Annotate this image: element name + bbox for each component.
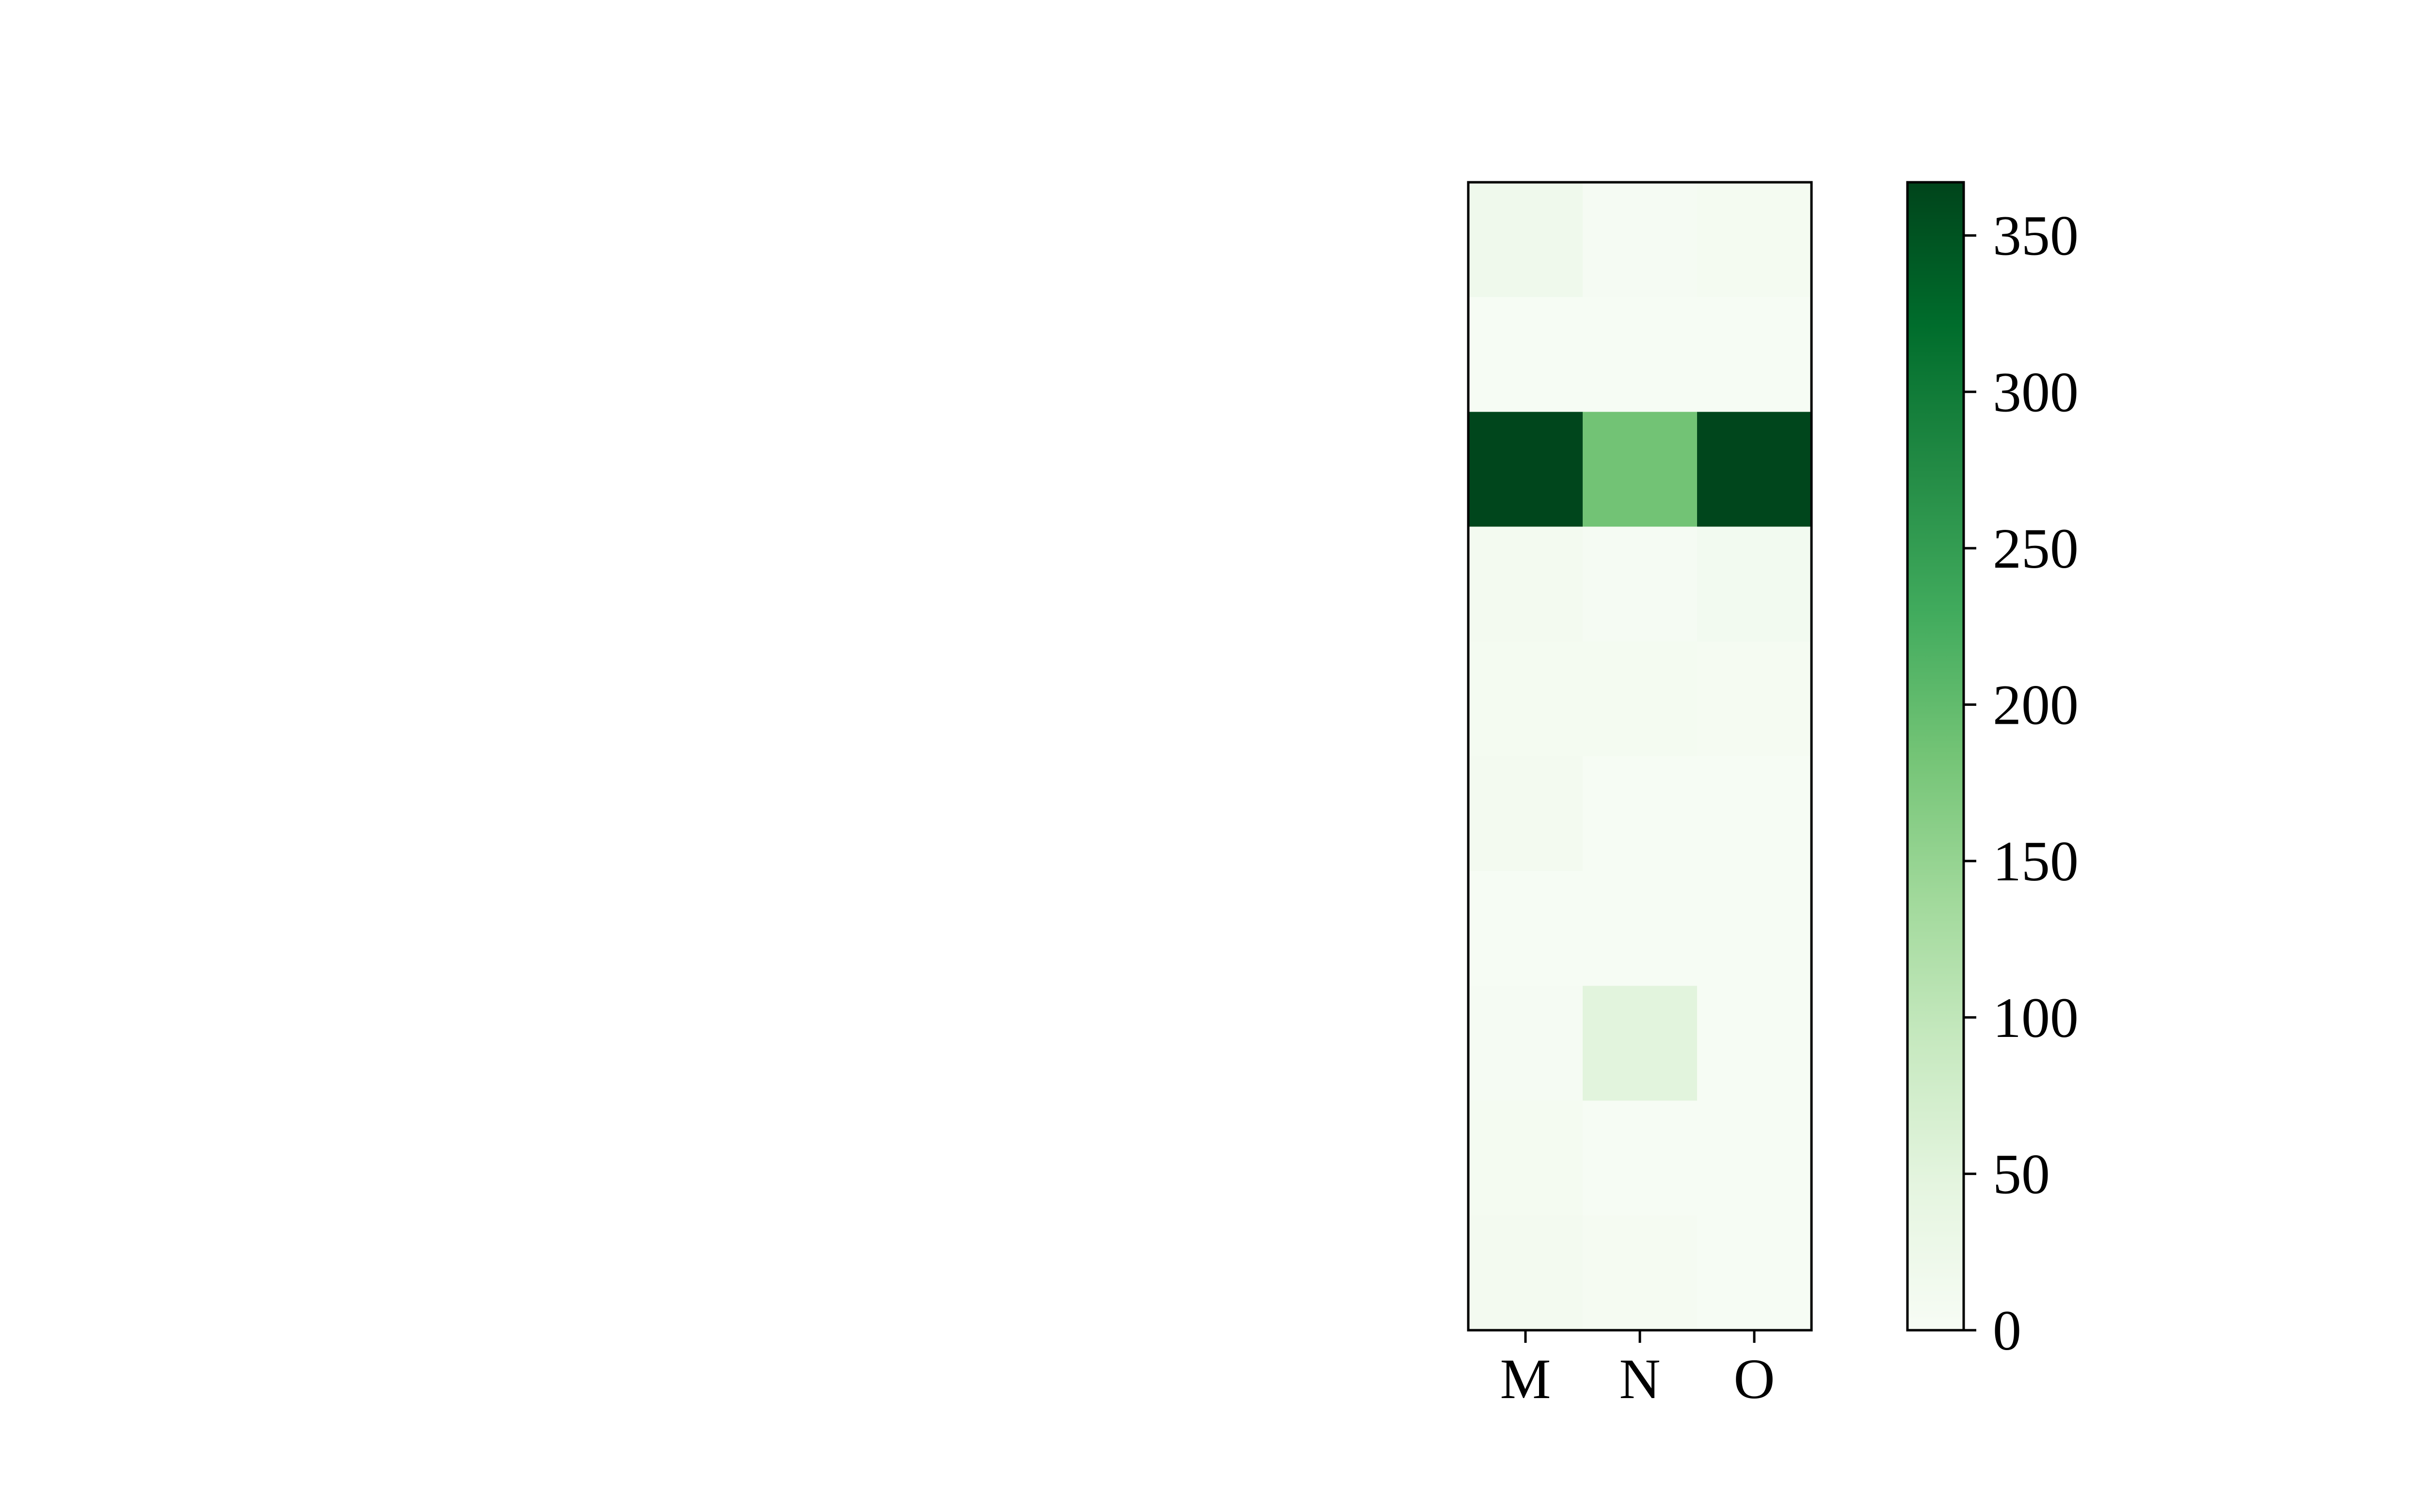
heatmap-cell	[1697, 986, 1812, 1101]
heatmap-cell	[1468, 297, 1583, 413]
heatmap-cell	[1697, 871, 1812, 987]
colorbar-gradient	[1906, 181, 1965, 1332]
heatmap-cell	[1697, 1215, 1812, 1331]
colorbar-tick-label: 350	[1993, 204, 2079, 268]
heatmap-cell	[1697, 297, 1812, 413]
heatmap-cell	[1583, 986, 1698, 1101]
heatmap-cell	[1697, 1100, 1812, 1216]
colorbar-tick-label: 200	[1993, 673, 2079, 737]
heatmap-cell	[1697, 526, 1812, 642]
heatmap-cell	[1583, 641, 1698, 757]
x-tick-label: N	[1619, 1347, 1660, 1411]
colorbar-tick-label: 250	[1993, 517, 2079, 580]
heatmap-cell	[1583, 297, 1698, 413]
heatmap-cell	[1697, 641, 1812, 757]
heatmap-cell	[1583, 412, 1698, 527]
colorbar-tick-label: 150	[1993, 829, 2079, 893]
heatmap-cell	[1583, 1100, 1698, 1216]
colorbar-tick-label: 100	[1993, 986, 2079, 1050]
colorbar-tick-label: 0	[1993, 1299, 2021, 1362]
heatmap-cell	[1468, 871, 1583, 987]
x-tick-label: O	[1733, 1347, 1775, 1411]
heatmap-cell	[1468, 1215, 1583, 1331]
heatmap-cell	[1697, 756, 1812, 872]
heatmap-cell	[1468, 756, 1583, 872]
x-tick-label: M	[1500, 1347, 1551, 1411]
heatmap-cell	[1583, 756, 1698, 872]
heatmap-cell	[1468, 412, 1583, 527]
heatmap-cells	[1468, 182, 1812, 1331]
heatmap-cell	[1583, 526, 1698, 642]
heatmap-cell	[1468, 526, 1583, 642]
colorbar-tick-label: 50	[1993, 1142, 2050, 1206]
heatmap-cell	[1697, 182, 1812, 298]
heatmap-cell	[1468, 986, 1583, 1101]
heatmap-cell	[1583, 871, 1698, 987]
heatmap-cell	[1583, 1215, 1698, 1331]
x-axis: M N O	[1500, 1330, 1775, 1411]
heatmap-cell	[1697, 412, 1812, 527]
colorbar-tick-label: 300	[1993, 360, 2079, 424]
heatmap-cell	[1468, 182, 1583, 298]
heatmap-cell	[1468, 641, 1583, 757]
heatmap-cell	[1468, 1100, 1583, 1216]
heatmap-cell	[1583, 182, 1698, 298]
colorbar-axis: 0 50 100 150 200 250 300 350	[1964, 204, 2079, 1362]
